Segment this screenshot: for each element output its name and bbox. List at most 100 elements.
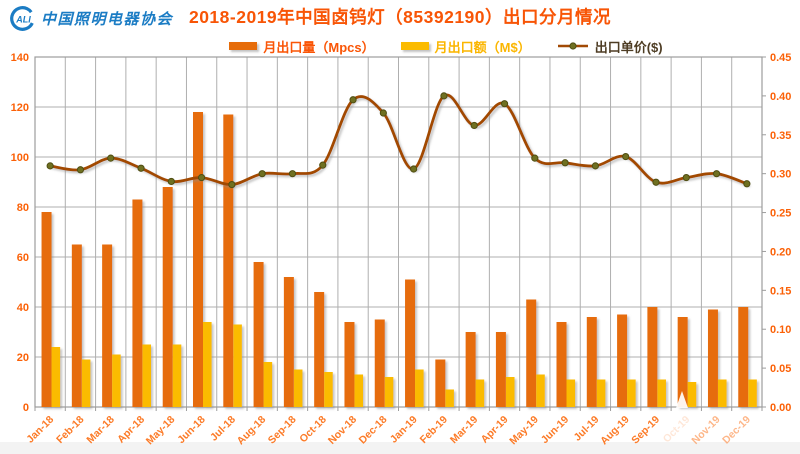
bar-export-volume [41,212,52,407]
x-axis-label: Mar-19 [448,414,481,447]
bar-export-volume [465,332,476,407]
bar-export-volume [374,319,385,407]
bar-export-volume [193,112,204,407]
axis-labels: 0 20 40 60 80 100 120 140 0.00 0.05 0.10 0.15 0.20 0.… [11,52,792,447]
bar-export-volume [283,277,294,407]
org-name: 中国照明电器协会 [41,10,174,28]
x-axis-label: Oct-18 [297,414,329,446]
logo: ALI 中国照明电器协会 [9,5,173,32]
bar-export-value [445,389,454,407]
price-marker [228,180,236,189]
bar-export-value [203,322,212,407]
bar-export-volume [162,187,173,407]
price-marker [198,173,206,182]
axis-ticks [34,56,766,411]
bar-export-value [142,344,152,407]
bar-export-volume [435,359,446,407]
price-marker [107,154,115,162]
price-marker [622,152,630,161]
left-axis-label: 120 [11,102,29,114]
legend-swatch-value [400,42,429,50]
x-axis-label: May-18 [144,414,178,448]
legend-swatch-volume [229,42,258,50]
bar-export-value [384,377,394,407]
bar-export-volume [314,292,325,407]
price-marker [561,159,569,167]
right-axis-label: 0.35 [770,130,791,142]
legend: 月出口量（Mpcs） 月出口额（M$） 出口单价($) [46,37,800,55]
bar-export-volume [738,307,749,407]
right-axis-label: 0.45 [770,52,791,64]
price-marker [470,121,478,130]
page-title: 2018-2019年中国卤钨灯（85392190）出口分月情况 [188,7,612,27]
bar-export-value [81,359,91,407]
x-axis-label: Mar-18 [84,414,117,447]
x-axis-label: Feb-19 [418,414,451,447]
legend-item-volume: 月出口量（Mpcs） [229,37,375,56]
x-axis-label: Nov-18 [326,414,359,447]
price-marker [288,170,297,178]
eraser-artifact [676,391,688,408]
footer-strip [0,442,800,454]
price-marker [46,162,54,170]
price-marker [319,161,327,169]
x-axis-label: Jun-18 [175,414,208,447]
bar-export-value [505,377,515,407]
right-axis-label: 0.25 [770,208,791,220]
left-axis-label: 100 [11,152,29,164]
right-axis-label: 0.00 [770,402,791,414]
right-axis-label: 0.20 [770,246,791,258]
x-axis-label: Sep-19 [629,414,662,447]
right-axis-label: 0.15 [770,285,791,297]
x-axis-label: Dec-18 [357,414,390,447]
bar-export-value [627,379,636,407]
x-axis-label: Jan-19 [388,414,420,446]
legend-label-volume: 月出口量（Mpcs） [263,39,375,55]
legend-swatch-price [557,42,588,50]
x-axis-label: May-19 [507,414,541,448]
bar-export-value [354,374,364,407]
price-marker [652,178,660,186]
price-marker [349,96,357,104]
bar-export-value [324,372,333,407]
bar-export-value [596,379,606,407]
bar-export-value [263,362,273,407]
bar-export-volume [586,317,597,407]
price-marker [167,177,175,186]
bar-export-volume [102,244,113,407]
price-marker [410,165,418,173]
bar-export-value [748,379,757,407]
x-axis-label: Sep-18 [266,414,299,447]
cali-logo-ring [10,6,35,31]
right-axis-label: 0.40 [770,91,791,103]
bar-export-volume [253,262,264,407]
x-axis-label: Aug-18 [235,414,269,448]
bar-export-value [112,354,121,407]
gridlines [35,57,762,407]
x-axis-label: Apr-19 [479,414,511,446]
bar-export-volume [405,279,416,407]
price-marker [712,170,721,178]
bar-export-value [687,382,697,407]
price-marker [743,180,751,188]
bar-export-value [566,379,576,407]
right-axis-label: 0.05 [770,363,791,375]
cali-logo-icon: ALI [10,6,35,31]
bars [41,112,757,407]
bar-export-value [475,379,485,407]
bar-export-value [233,324,242,407]
price-marker [591,162,599,170]
bar-export-volume [677,317,688,407]
legend-label-value: 月出口额（M$） [434,39,531,55]
left-axis-label: 0 [23,402,29,414]
left-axis-label: 60 [17,252,29,264]
cali-logo-text: ALI [15,15,31,25]
bar-export-volume [223,114,234,407]
bar-export-value [293,369,303,407]
legend-item-price: 出口单价($) [557,37,663,56]
bar-export-value [717,379,727,407]
bar-export-volume [344,322,355,407]
price-marker [500,100,509,108]
